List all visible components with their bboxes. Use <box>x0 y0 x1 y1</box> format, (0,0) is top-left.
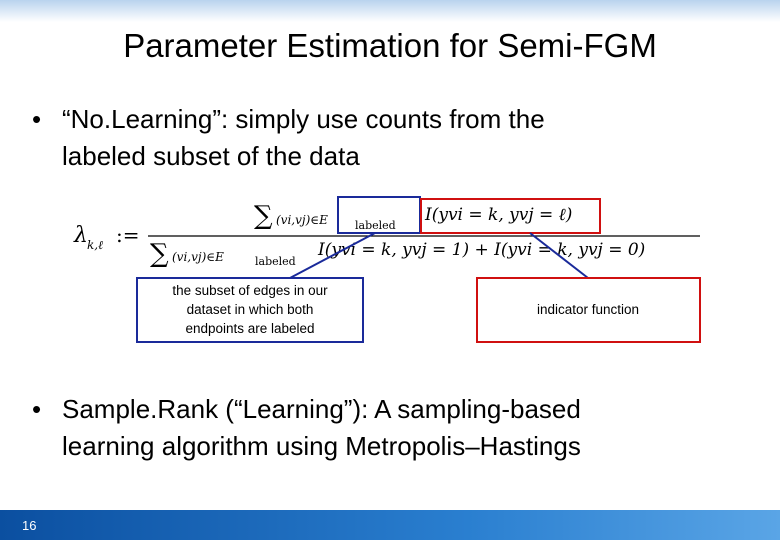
formula-lhs-sub: k,ℓ <box>87 238 103 252</box>
sum-range-sub: labeled <box>255 255 296 268</box>
callout-text: dataset in which both <box>187 302 314 317</box>
sum-range: (vi,vj)∈E <box>172 250 224 264</box>
bullet-line: learning algorithm using Metropolis–Hast… <box>62 431 581 461</box>
sum-sign: ∑ <box>254 201 273 231</box>
connector <box>529 232 589 279</box>
bullet-line: “No.Learning”: simply use counts from th… <box>62 104 545 134</box>
top-band <box>0 0 780 22</box>
sum-range-sub: labeled <box>355 219 396 232</box>
highlight-box <box>420 198 601 234</box>
connector <box>289 232 376 279</box>
page-number: 16 <box>22 518 37 533</box>
slide-title: Parameter Estimation for Semi-FGM <box>123 27 657 64</box>
callout-box <box>136 277 364 343</box>
formula-assign: := <box>116 223 140 247</box>
sum-range: (vi,vj)∈E <box>276 213 328 227</box>
numerator-term: I(yvi = k, yvj = ℓ) <box>424 205 572 225</box>
callout-text: the subset of edges in our <box>172 283 328 298</box>
callout-box <box>476 277 701 343</box>
bullet-line: Sample.Rank (“Learning”): A sampling-bas… <box>62 394 581 424</box>
sum-sign: ∑ <box>150 239 169 269</box>
bullet-line: labeled subset of the data <box>62 141 360 171</box>
bottom-band <box>0 510 780 540</box>
formula-lhs: λ <box>73 223 88 248</box>
denominator-term: I(yvi = k, yvj = 1) + I(yvi = k, yvj = 0… <box>317 240 645 260</box>
callout-text: endpoints are labeled <box>185 321 314 336</box>
bullet: • “No.Learning”: simply use counts from … <box>32 101 545 175</box>
bullet: • Sample.Rank (“Learning”): A sampling-b… <box>32 391 581 465</box>
callout-text: indicator function <box>537 302 639 317</box>
